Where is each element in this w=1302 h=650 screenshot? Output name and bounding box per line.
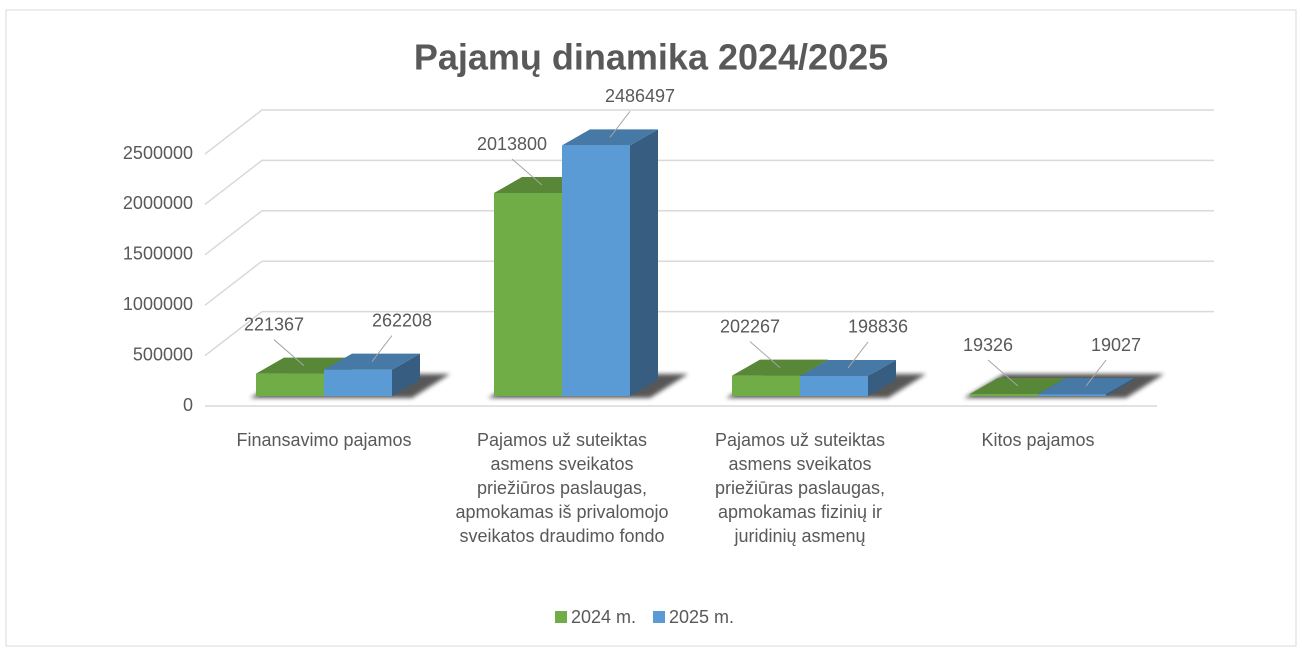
legend-label: 2025 m. xyxy=(669,607,734,627)
bar-face xyxy=(1038,394,1106,396)
bar-face xyxy=(562,145,630,396)
bar-face xyxy=(1106,378,1134,396)
data-label: 19326 xyxy=(963,335,1013,355)
leader-line xyxy=(1085,359,1107,387)
bar-face xyxy=(256,373,324,396)
x-tick-label: Pajamos už suteiktas asmens sveikatos pr… xyxy=(714,430,886,546)
bar-face xyxy=(494,193,562,396)
bar-face xyxy=(868,359,896,396)
grid-line xyxy=(204,210,1214,256)
bar-face xyxy=(732,375,800,396)
leader-line xyxy=(847,341,869,369)
data-label: 2013800 xyxy=(477,134,547,154)
leader-line xyxy=(749,341,781,368)
y-tick-label: 2000000 xyxy=(123,193,193,213)
bar xyxy=(324,353,420,396)
data-label: 221367 xyxy=(244,314,304,334)
grid-line xyxy=(204,310,1214,357)
leader-line xyxy=(987,359,1019,387)
legend-swatch xyxy=(555,611,567,623)
data-label: 19027 xyxy=(1091,335,1141,355)
y-tick-label: 1000000 xyxy=(123,294,193,314)
y-tick-label: 0 xyxy=(183,395,193,415)
bar-face xyxy=(392,353,420,396)
bar xyxy=(800,359,896,396)
data-label: 202267 xyxy=(720,316,780,336)
leader-line xyxy=(609,111,631,138)
data-label: 262208 xyxy=(372,310,432,330)
x-tick-label: Kitos pajamos xyxy=(981,430,1095,450)
y-tick-label: 1500000 xyxy=(123,244,193,264)
x-tick-label: Pajamos už suteiktas asmens sveikatos pr… xyxy=(455,430,669,546)
data-label: 2486497 xyxy=(605,86,675,106)
bar-face xyxy=(324,369,392,396)
legend-label: 2024 m. xyxy=(571,607,636,627)
bar-face xyxy=(800,375,868,396)
bar xyxy=(562,129,658,397)
grid-line xyxy=(204,109,1214,155)
bar-face xyxy=(630,129,658,397)
grid-line xyxy=(204,159,1214,205)
y-tick-label: 500000 xyxy=(133,344,193,364)
y-tick-label: 2500000 xyxy=(123,143,193,163)
data-label: 198836 xyxy=(848,317,908,337)
bar-face xyxy=(970,394,1038,396)
chart-title: Pajamų dinamika 2024/2025 xyxy=(414,37,888,78)
leader-line xyxy=(273,339,305,367)
legend-swatch xyxy=(653,611,665,623)
leader-line xyxy=(511,158,543,186)
x-tick-label: Finansavimo pajamos xyxy=(236,430,412,450)
grid-line xyxy=(204,260,1214,306)
leader-line xyxy=(371,335,393,362)
